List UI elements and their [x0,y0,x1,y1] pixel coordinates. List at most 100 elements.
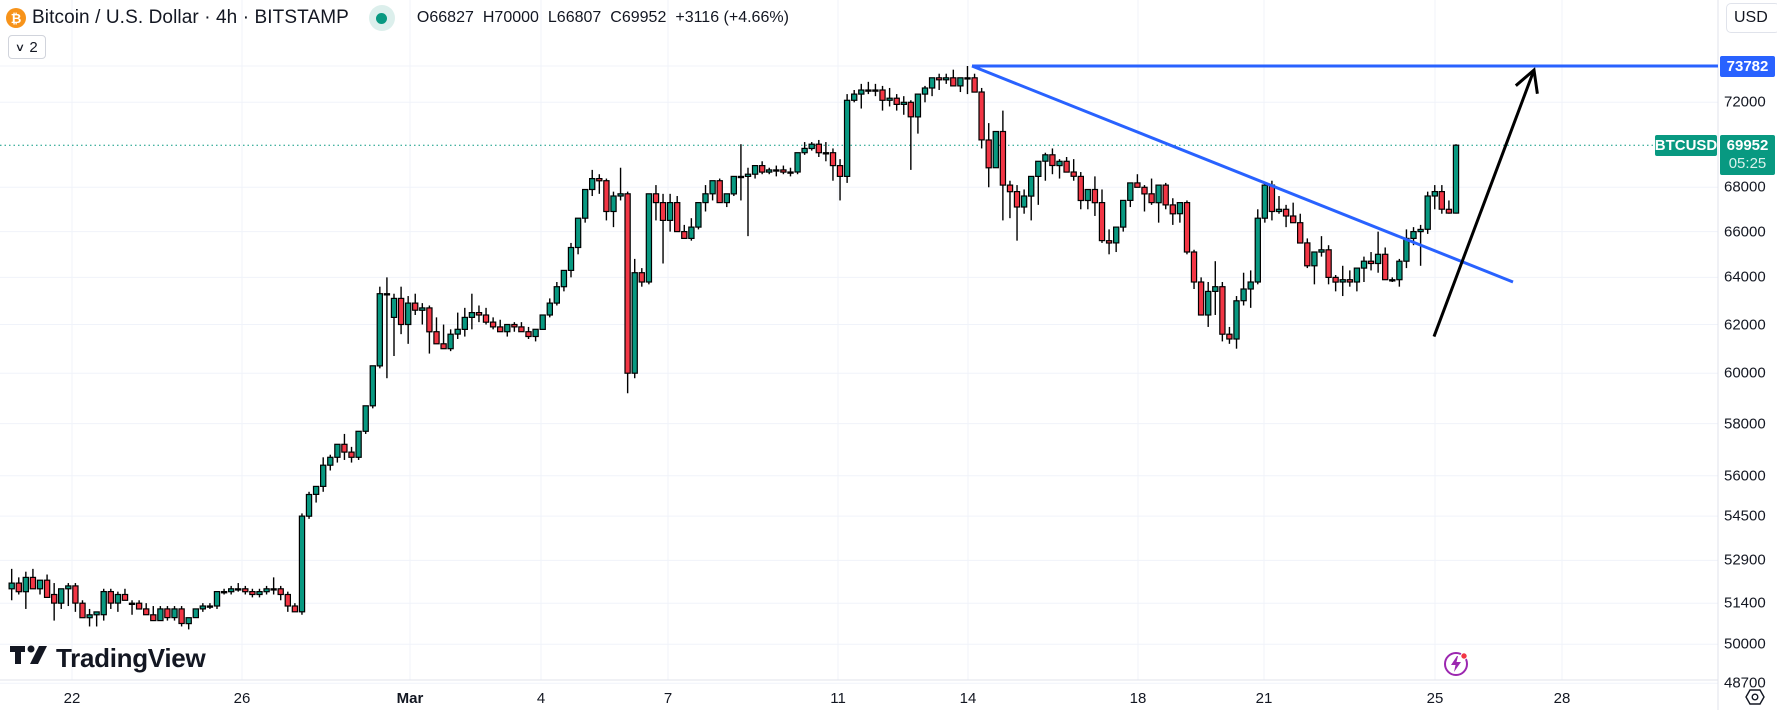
candle [489,317,497,330]
candle [1219,282,1226,342]
candle [603,178,610,221]
candle [277,585,284,601]
price-axis-label: 60000 [1724,364,1766,382]
candle [376,286,384,369]
candle [1254,209,1261,285]
candle [525,326,532,339]
candle [1183,200,1191,255]
candle [228,585,235,595]
lightning-alert-icon[interactable] [1442,650,1470,678]
candle [610,191,617,228]
candle [751,165,759,179]
symbol-tag: BTCUSD [1654,135,1718,156]
indicator-count: 2 [29,38,38,56]
time-axis-label: 18 [1129,690,1147,707]
candle [298,513,306,615]
candle [567,242,575,278]
settings-hexagon-icon[interactable] [1744,686,1766,708]
time-axis-label: Mar [396,690,424,707]
candle [1148,178,1155,205]
candle [454,312,461,339]
candle [383,277,391,379]
candle [291,603,299,613]
candle [801,142,808,155]
candle [15,577,23,595]
last-price-tag: 69952 05:25 [1720,135,1775,175]
candle [107,588,114,609]
candle [1247,270,1254,308]
candle [815,139,823,157]
candle [22,571,30,609]
candle [659,193,667,264]
candle [1197,277,1205,316]
candle [560,269,568,292]
candle [1289,202,1297,224]
candle [1353,267,1361,292]
candle [518,322,525,333]
candle [1020,189,1028,214]
bitcoin-icon: ₿ [6,8,26,28]
candle [709,180,716,201]
candle [829,148,837,181]
candle [1134,174,1141,188]
candle [1233,296,1240,349]
candle [1367,252,1375,271]
candle [666,193,674,232]
candle [702,185,709,212]
candle [865,81,872,95]
candle [121,588,129,601]
candle [794,152,801,175]
candle [50,583,58,621]
currency-select[interactable]: USD ∨ [1726,3,1777,33]
candle [447,329,454,352]
candle [405,296,412,344]
candle [1190,249,1198,290]
candle [220,588,228,595]
candle [978,87,985,149]
candle [369,365,377,409]
price-axis-label: 68000 [1724,178,1766,196]
candle [79,600,86,619]
candle [985,123,992,188]
candle [596,174,603,194]
candle [1070,159,1077,181]
candle [1204,282,1212,327]
candle [1389,277,1396,283]
chevron-down-icon: ∨ [1776,12,1777,25]
candle [72,583,79,612]
price-axis-label: 66000 [1724,223,1766,241]
candle [992,130,1000,169]
candle [468,293,476,330]
candle [822,142,830,162]
candle [1332,275,1339,292]
tradingview-logo[interactable]: TradingView [10,643,206,674]
collapse-indicators-button[interactable]: ∨ 2 [8,35,46,59]
candle [957,77,964,93]
trend-line-drawing[interactable] [971,64,1514,284]
symbol-title[interactable]: Bitcoin / U.S. Dollar · 4h · BITSTAMP [32,7,349,28]
candle [1063,156,1070,173]
candle [553,282,561,306]
candle [86,608,93,627]
candle [192,608,199,619]
candle [1169,198,1176,225]
candle [497,319,504,333]
candle [235,583,242,592]
bar-countdown: 05:25 [1728,155,1767,172]
price-axis-label: 48700 [1724,674,1766,692]
candle [872,83,879,97]
candle [1346,270,1353,287]
candle [334,443,341,463]
drawings[interactable] [971,64,1718,338]
candle [681,224,688,240]
candle [36,579,44,595]
candle [1240,272,1247,306]
arrow-drawing[interactable] [1432,67,1539,338]
candle [1424,191,1431,234]
candle [1445,200,1453,214]
candle [1141,185,1148,212]
candle [914,93,922,134]
price-axis-label: 72000 [1724,93,1766,111]
market-status-button[interactable] [368,5,395,31]
